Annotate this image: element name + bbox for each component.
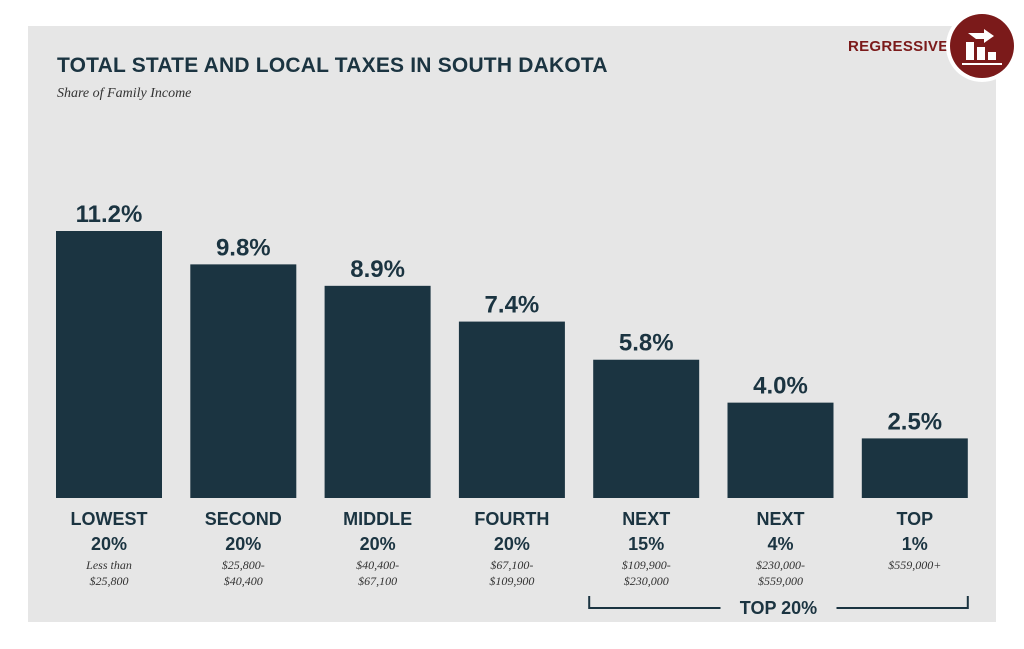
income-range-label: $230,000- [756,558,805,572]
income-range-label: $40,400 [224,574,263,588]
bar-3 [324,285,431,498]
bracket-left-line [588,596,721,609]
bar-6 [727,402,834,498]
value-label: 5.8% [619,330,674,357]
bar-1 [56,231,162,498]
bar-7 [861,438,968,498]
category-label: NEXT [756,509,804,529]
regressive-label: REGRESSIVE [848,38,949,55]
value-label: 9.8% [216,234,271,261]
value-label: 7.4% [485,292,540,319]
category-label: SECOND [205,509,282,529]
category-label: 15% [628,534,664,554]
regressive-chart-icon [946,10,1018,82]
value-label: 11.2% [76,201,143,228]
category-label: 1% [902,534,928,554]
bar-2 [190,264,297,498]
chart-title: TOTAL STATE AND LOCAL TAXES IN SOUTH DAK… [57,54,608,77]
income-range-label: $40,400- [356,558,399,572]
category-label: 20% [494,534,530,554]
category-label: TOP [896,509,933,529]
income-range-label: $230,000 [624,574,669,588]
income-range-label: Less than [85,558,132,572]
category-label: 20% [91,534,127,554]
category-label: FOURTH [474,509,549,529]
category-label: LOWEST [71,509,148,529]
income-range-label: $25,800 [90,574,129,588]
category-label: NEXT [622,509,670,529]
bar-4 [458,321,565,498]
income-range-label: $67,100- [490,558,533,572]
value-label: 8.9% [350,256,405,283]
category-label: MIDDLE [343,509,412,529]
value-label: 4.0% [753,373,808,400]
income-range-label: $559,000+ [888,558,941,572]
category-label: 20% [225,534,261,554]
value-label: 2.5% [887,408,942,435]
bracket-label: TOP 20% [740,598,817,618]
chart-subtitle: Share of Family Income [57,86,192,101]
bar-5 [593,359,700,498]
income-range-label: $559,000 [758,574,803,588]
income-range-label: $109,900- [622,558,671,572]
category-label: 4% [767,534,793,554]
bracket-right-line [836,596,969,609]
income-range-label: $109,900 [489,574,534,588]
category-label: 20% [360,534,396,554]
income-range-label: $67,100 [358,574,397,588]
income-range-label: $25,800- [222,558,265,572]
